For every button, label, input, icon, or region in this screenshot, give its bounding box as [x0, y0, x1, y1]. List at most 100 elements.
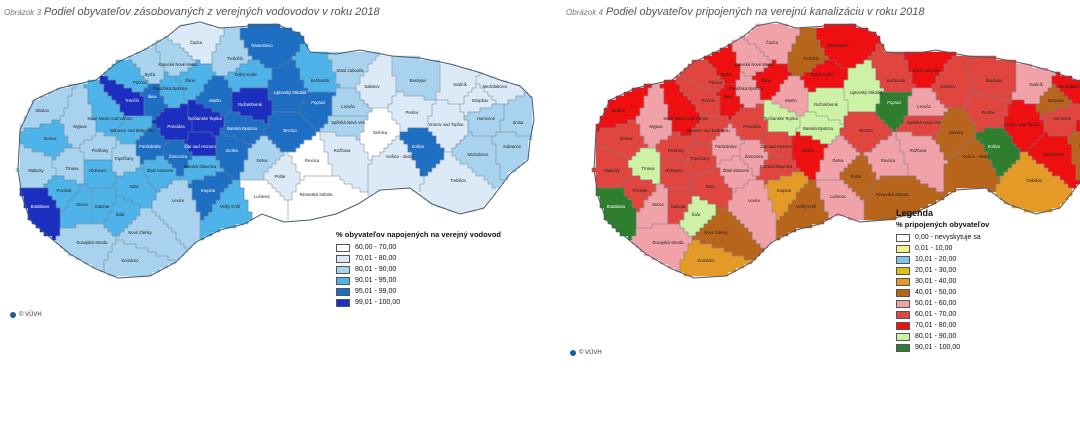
district-label: Nitra — [706, 184, 716, 189]
district-dunajská-streda — [631, 223, 693, 273]
legend-label: 60,00 - 70,00 — [355, 244, 397, 251]
district-trnava — [627, 147, 661, 185]
district-label: Ružomberok — [238, 102, 263, 107]
vuvh-logo-icon — [10, 312, 16, 318]
district-label: Pezinok — [57, 188, 73, 193]
district-label: Malacky — [604, 168, 620, 173]
district-label: Banská Štiavnica — [760, 164, 793, 169]
district-label: Stropkov — [472, 98, 489, 103]
district-label: Námestovo — [827, 43, 849, 48]
legend-swatch — [896, 310, 910, 319]
district-label: Dunajská Streda — [653, 240, 685, 245]
district-rimavská-sobota — [287, 175, 369, 221]
legend-item: 0,01 - 10,00 — [896, 243, 989, 254]
district-label: Ilava — [148, 94, 158, 99]
district-košice — [399, 127, 445, 177]
vuvh-logo-icon — [570, 350, 576, 356]
legend-item: 80,01 - 90,00 — [336, 264, 501, 275]
district-label: Kežmarok — [887, 78, 907, 83]
district-label: Námestovo — [251, 43, 273, 48]
district-label: Púchov — [709, 80, 724, 85]
district-label: Košice - okolie — [962, 154, 990, 159]
district-label: Rimavská Sobota — [876, 192, 909, 197]
district-label: Trebišov — [450, 178, 467, 183]
legend-item: 90,01 - 100,00 — [896, 342, 989, 353]
legend-label: 50,01 - 60,00 — [915, 300, 957, 307]
district-label: Žiar nad Hronom — [760, 144, 792, 149]
district-skalica — [19, 83, 77, 133]
legend-title: % obyvateľov napojených na verejný vodov… — [336, 230, 502, 239]
district-label: Púchov — [133, 80, 148, 85]
figure-title: Podiel obyvateľov zásobovaných z verejný… — [43, 6, 380, 18]
district-poprad — [875, 91, 913, 133]
district-svidník — [435, 63, 481, 105]
district-label: Prievidza — [167, 124, 185, 129]
legend-item: 10,01 - 20,00 — [896, 254, 989, 265]
legend-swatch — [896, 321, 910, 330]
district-label: Žarnovica — [745, 154, 764, 159]
district-levice — [151, 179, 201, 249]
legend-label: 80,01 - 90,00 — [915, 333, 957, 340]
district-galanta — [667, 187, 693, 225]
district-label: Brezno — [283, 128, 297, 133]
sewerage-map-panel: Obrázok 4 Podiel obyvateľov pripojených n… — [540, 0, 1080, 429]
district-label: Poprad — [311, 100, 325, 105]
district-medzilaborce — [1051, 71, 1080, 105]
district-label: Čadca — [766, 40, 779, 45]
district-label: Svidník — [453, 82, 468, 87]
map-legend: % obyvateľov napojených na verejný vodov… — [336, 230, 501, 308]
district-label: Prievidza — [743, 124, 761, 129]
district-label: Kysucké Nové Mesto — [158, 62, 198, 67]
district-label: Bratislava — [607, 204, 626, 209]
district-label: Prešov — [981, 110, 995, 115]
district-label: Dunajská Streda — [77, 240, 109, 245]
district-label: Dolný Kubín — [235, 72, 258, 77]
district-label: Nové Zámky — [704, 230, 728, 235]
district-label: Myjava — [649, 124, 663, 129]
district-label: Bánovce nad Bebravou — [110, 128, 154, 133]
district-label: Piešťany — [92, 148, 109, 153]
district-label: Topoľčany — [114, 156, 134, 161]
legend-item: 50,01 - 60,00 — [896, 298, 989, 309]
district-label: Humenné — [477, 116, 496, 121]
district-label: Humenné — [1053, 116, 1072, 121]
district-label: Bardejov — [410, 78, 427, 83]
district-label: Turčianske Teplice — [764, 116, 799, 121]
district-borders — [20, 28, 532, 272]
district-label: Michalovce — [468, 152, 490, 157]
district-label: Partizánske — [139, 144, 162, 149]
district-label: Detva — [257, 158, 269, 163]
district-label: Bardejov — [986, 78, 1003, 83]
district-label: Žarnovica — [169, 154, 188, 159]
district-label: Medzilaborce — [483, 84, 509, 89]
district-label: Rožňava — [334, 148, 351, 153]
district-vranov-nad-topľou — [1003, 99, 1045, 153]
district-label: Brezno — [859, 128, 873, 133]
district-levice — [727, 179, 777, 249]
district-label: Martin — [785, 98, 797, 103]
district-label: Senica — [620, 136, 633, 141]
district-label: Trenčín — [701, 98, 716, 103]
district-label: Gelnica — [373, 130, 388, 135]
district-dunajská-streda — [55, 223, 117, 273]
district-label: Gelnica — [949, 130, 964, 135]
district-label: Šaľa — [692, 212, 701, 217]
district-label: Michalovce — [1044, 152, 1066, 157]
legend-item: 80,01 - 90,00 — [896, 331, 989, 342]
district-label: Vranov nad Topľou — [429, 122, 465, 127]
district-label: Liptovský Mikuláš — [274, 90, 307, 95]
legend-item: 60,00 - 70,00 — [336, 242, 501, 253]
district-label: Komárno — [698, 258, 716, 263]
district-label: Myjava — [73, 124, 87, 129]
district-label: Bratislava — [31, 204, 50, 209]
legend-swatch — [896, 266, 910, 275]
district-label: Banská Bystrica — [227, 126, 258, 131]
district-label: Stará Ľubovňa — [912, 68, 940, 73]
legend-label: 10,01 - 20,00 — [915, 256, 957, 263]
district-čadca — [743, 23, 801, 65]
legend-swatch — [336, 254, 350, 263]
district-label: Piešťany — [668, 148, 685, 153]
figure-title: Podiel obyvateľov pripojených na verejnú… — [605, 6, 925, 18]
legend-label: 99,01 - 100,00 — [355, 299, 401, 306]
